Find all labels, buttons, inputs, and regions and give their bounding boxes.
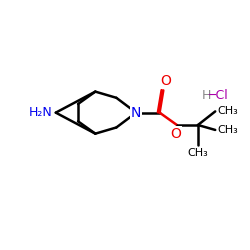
Text: CH₃: CH₃ — [217, 106, 238, 117]
Text: N: N — [131, 106, 141, 120]
Text: O: O — [170, 127, 181, 141]
Text: O: O — [160, 74, 171, 88]
Text: H₂N: H₂N — [28, 106, 52, 119]
Text: ─Cl: ─Cl — [208, 89, 228, 102]
Text: H: H — [202, 89, 211, 102]
Text: CH₃: CH₃ — [188, 148, 208, 158]
Text: CH₃: CH₃ — [217, 125, 238, 135]
